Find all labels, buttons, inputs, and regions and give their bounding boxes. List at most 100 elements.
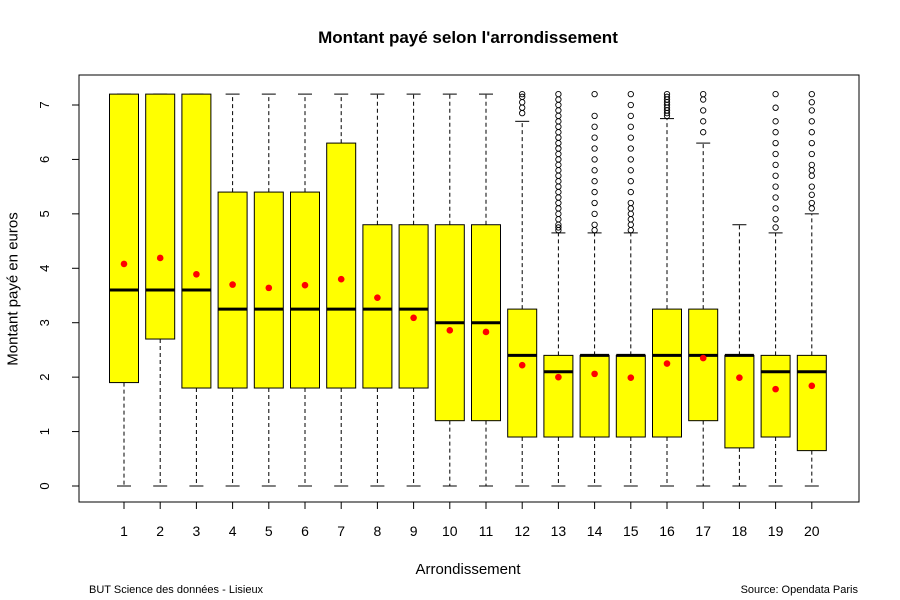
mean-point [120, 260, 128, 268]
x-tick-label: 17 [695, 523, 711, 539]
mean-point [627, 374, 635, 381]
outlier-point [555, 134, 562, 141]
outlier-point [555, 172, 562, 179]
outlier-point [808, 172, 815, 179]
x-tick-label: 3 [193, 523, 201, 539]
footer-source: Source: Opendata Paris [740, 584, 858, 596]
mean-point [555, 373, 562, 381]
y-tick-label: 0 [37, 482, 52, 489]
outlier-point [555, 96, 562, 103]
outlier-point [808, 118, 815, 125]
outlier-point [700, 90, 707, 98]
mean-point [482, 328, 490, 336]
x-tick-label: 2 [156, 523, 164, 539]
outlier-point [627, 178, 634, 185]
box [652, 308, 682, 438]
footer-credit: BUT Science des données - Lisieux [89, 584, 264, 596]
box [181, 93, 212, 389]
y-tick-label: 7 [37, 101, 52, 108]
outlier-point [627, 205, 634, 212]
outlier-point [519, 104, 526, 111]
outlier-point [555, 156, 562, 163]
box [724, 354, 755, 449]
mean-point [663, 360, 671, 367]
outlier-point [808, 90, 815, 98]
mean-point [446, 327, 454, 334]
outlier-point [772, 224, 779, 231]
outlier-point [808, 205, 815, 212]
outlier-point [663, 93, 671, 100]
outlier-point [555, 101, 562, 109]
outlier-point [555, 107, 562, 114]
y-tick-label: 1 [37, 428, 52, 435]
outlier-point [700, 96, 707, 103]
outlier-point [519, 90, 526, 98]
outlier-point [772, 183, 779, 190]
outlier-point [627, 134, 634, 141]
outlier-point [808, 183, 815, 190]
box [507, 308, 538, 438]
outlier-point [627, 167, 634, 174]
outlier-point [555, 123, 562, 130]
outlier-point [555, 178, 562, 185]
outlier-point [627, 227, 634, 234]
outlier-point [808, 150, 815, 158]
box [579, 354, 610, 438]
x-tick-label: 6 [301, 523, 309, 539]
y-tick-label: 4 [37, 265, 52, 272]
x-tick-label: 9 [410, 523, 418, 539]
outlier-point [555, 224, 562, 231]
outlier-point [808, 99, 815, 106]
outlier-point [627, 101, 634, 109]
box [145, 93, 176, 340]
x-tick-label: 18 [732, 523, 748, 539]
outlier-point [700, 118, 707, 125]
box [760, 354, 791, 438]
outlier-point [772, 172, 779, 179]
outlier-point [772, 216, 779, 223]
box [543, 354, 574, 438]
outlier-point [519, 110, 526, 117]
y-tick-label: 2 [37, 374, 52, 381]
outlier-point [808, 107, 815, 114]
box [290, 191, 320, 389]
mean-point [808, 382, 816, 390]
outlier-point [591, 90, 598, 98]
outlier-point [772, 139, 779, 147]
mean-point [772, 385, 779, 393]
outlier-point [591, 178, 598, 185]
outlier-point [627, 123, 634, 130]
x-tick-label: 5 [265, 523, 273, 539]
outlier-point [663, 90, 671, 98]
x-tick-label: 16 [659, 523, 675, 539]
outlier-point [808, 129, 815, 136]
outlier-point [772, 90, 779, 98]
x-tick-label: 4 [229, 523, 237, 539]
mean-point [518, 361, 526, 369]
outlier-point [555, 199, 562, 207]
outlier-point [555, 90, 562, 98]
plot-frame [78, 74, 860, 503]
outlier-point [772, 194, 779, 201]
outlier-point [555, 161, 562, 169]
outlier-point [627, 216, 634, 223]
y-tick-label: 5 [37, 210, 52, 217]
outlier-point [627, 199, 634, 207]
outlier-point [555, 145, 562, 152]
outlier-point [700, 129, 707, 136]
outlier-point [627, 112, 634, 120]
outlier-point [627, 221, 634, 228]
outlier-point [591, 221, 598, 228]
outlier-point [772, 129, 779, 136]
x-tick-label: 7 [337, 523, 345, 539]
outlier-point [627, 188, 634, 196]
outlier-point [591, 227, 598, 234]
outlier-point [555, 167, 562, 174]
box [796, 354, 827, 452]
outlier-point [555, 194, 562, 201]
outlier-point [591, 112, 598, 120]
box [109, 93, 139, 384]
outlier-point [555, 139, 562, 147]
outlier-point [808, 161, 815, 169]
